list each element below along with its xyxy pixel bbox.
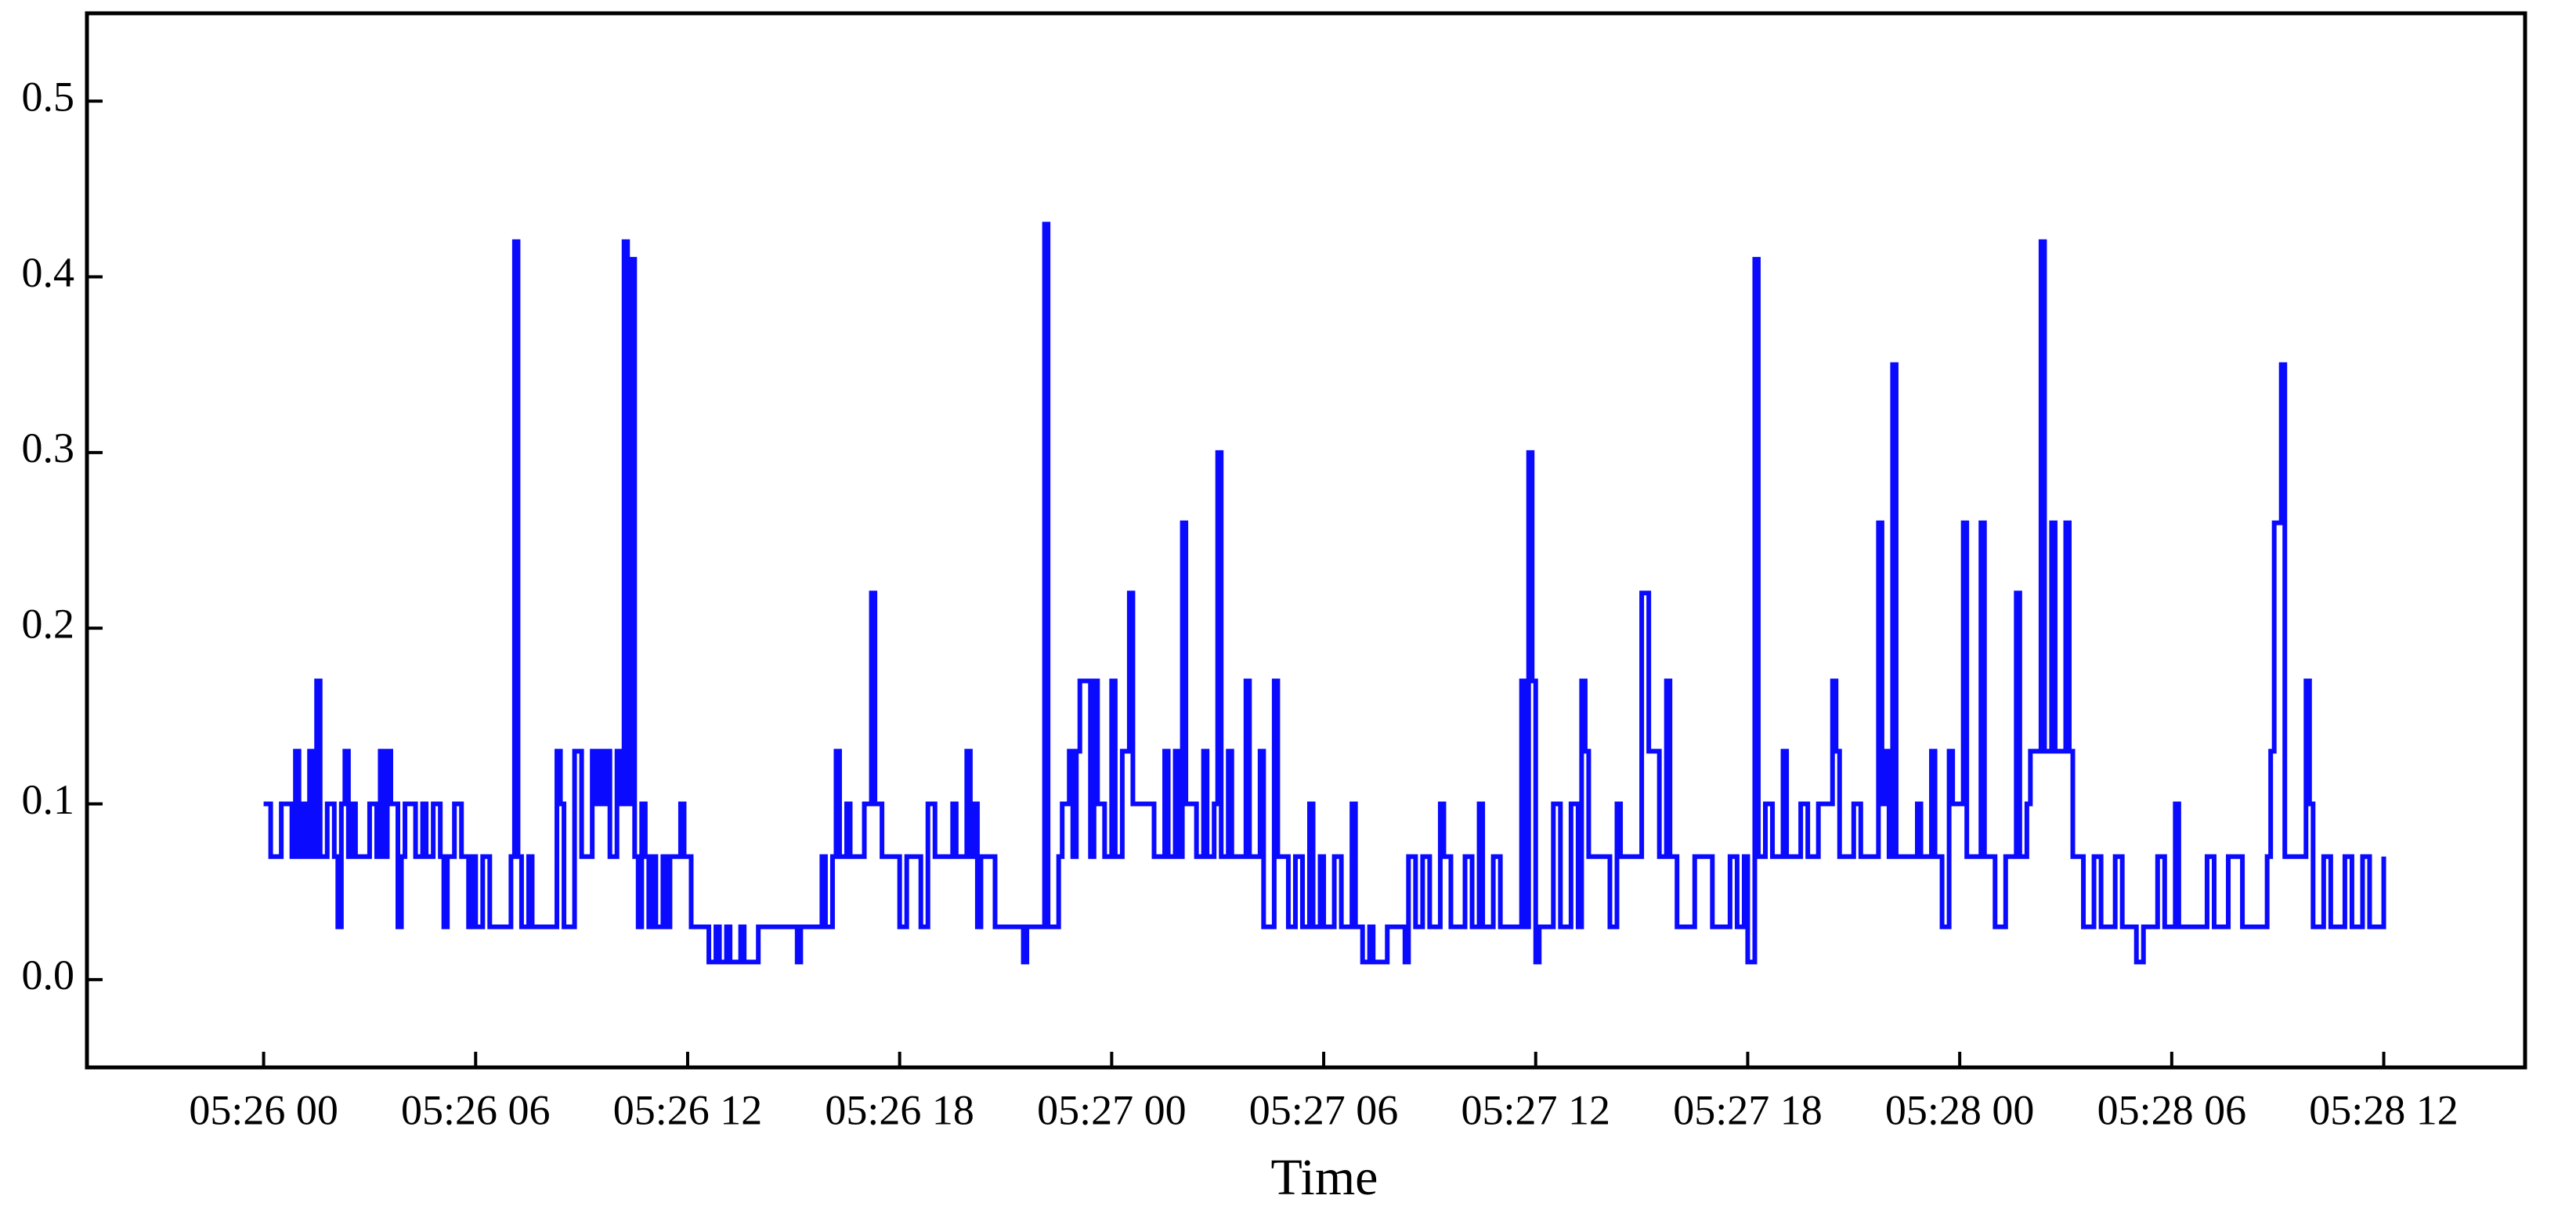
x-axis-label: Time	[1271, 1149, 1378, 1206]
x-tick-label: 05:26 00	[189, 1086, 338, 1133]
x-tick-label: 05:26 06	[401, 1086, 551, 1133]
y-tick-label: 0.4	[22, 249, 75, 296]
y-tick-label: 0.0	[22, 952, 75, 999]
x-tick-label: 05:26 18	[825, 1086, 974, 1133]
y-tick-label: 0.1	[22, 776, 75, 823]
y-tick-label: 0.3	[22, 424, 75, 471]
x-tick-label: 05:26 12	[613, 1086, 763, 1133]
x-tick-label: 05:27 00	[1037, 1086, 1187, 1133]
data-line	[263, 222, 2386, 965]
x-tick-label: 05:28 12	[2309, 1086, 2459, 1133]
x-tick-label: 05:28 00	[1885, 1086, 2035, 1133]
y-tick-label: 0.2	[22, 601, 75, 648]
x-tick-label: 05:27 06	[1249, 1086, 1399, 1133]
plot-frame	[85, 11, 2527, 1070]
y-tick-label: 0.5	[22, 74, 75, 121]
x-tick-label: 05:27 12	[1461, 1086, 1610, 1133]
x-tick-label: 05:28 06	[2097, 1086, 2247, 1133]
x-tick-label: 05:27 18	[1673, 1086, 1823, 1133]
